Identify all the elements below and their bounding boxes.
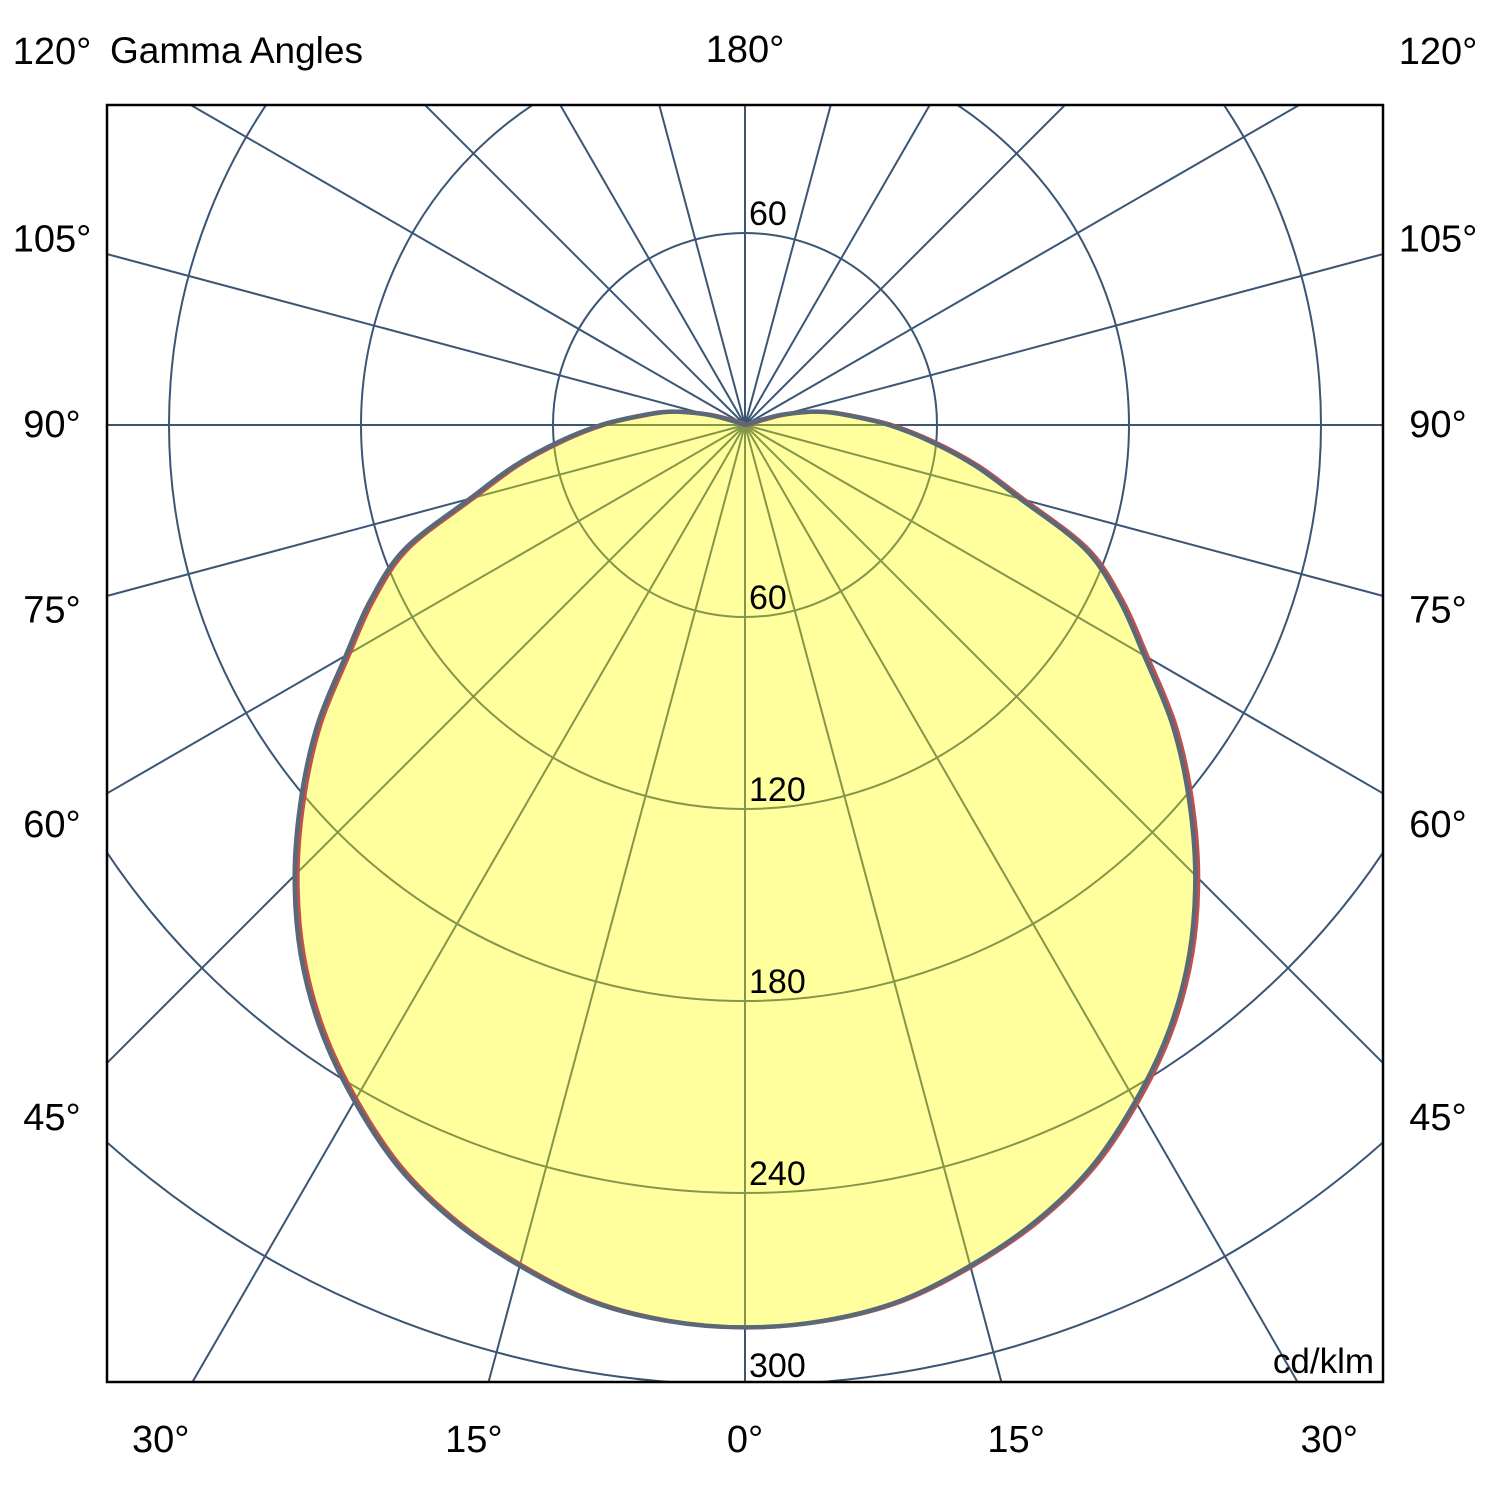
gamma-ray <box>107 424 746 795</box>
radial-tick-label: 60 <box>749 579 787 617</box>
curve-c90-c270 <box>292 409 1198 1330</box>
gamma-ray <box>658 105 746 426</box>
gamma-ray <box>744 105 931 426</box>
gamma-ray <box>107 253 746 426</box>
angle-label-left: 45° <box>23 1097 80 1139</box>
angle-label-left: 60° <box>23 804 80 846</box>
angle-label-bottom: 0° <box>727 1419 763 1461</box>
gamma-ray <box>487 424 746 1382</box>
gamma-ray <box>744 105 832 426</box>
gamma-ray <box>188 105 746 426</box>
radial-tick-labels: 60 60 120 180 240 300 <box>749 195 806 1385</box>
gamma-ray <box>744 105 1302 426</box>
angle-label-left: 90° <box>23 404 80 446</box>
angle-label-left: 105° <box>13 218 92 260</box>
radial-tick-label: 60 <box>749 195 787 233</box>
gamma-ray <box>744 105 1067 426</box>
radial-circle <box>360 105 1130 810</box>
radial-circle <box>552 232 938 618</box>
angle-label-right: 90° <box>1409 404 1466 446</box>
gamma-ray <box>744 424 1299 1382</box>
radial-tick-label: 240 <box>749 1155 806 1193</box>
distribution-curves <box>292 409 1201 1330</box>
angle-label-right: 75° <box>1409 590 1466 632</box>
angle-label-right: 45° <box>1409 1097 1466 1139</box>
angle-label-right: 105° <box>1399 218 1478 260</box>
angle-label-right: 120° <box>1399 31 1478 73</box>
angle-label-bottom: 30° <box>132 1419 189 1461</box>
gamma-ray <box>423 105 746 426</box>
angle-label-left: 75° <box>23 590 80 632</box>
angle-label-right: 60° <box>1409 804 1466 846</box>
gamma-ray <box>191 424 746 1382</box>
gamma-ray <box>744 424 1003 1382</box>
angle-label-bottom: 15° <box>987 1419 1044 1461</box>
distribution-fill <box>294 411 1196 1328</box>
unit-label: cd/klm <box>1273 1342 1374 1381</box>
radial-tick-label: 300 <box>749 1347 806 1385</box>
radial-circle <box>168 105 1322 1002</box>
gamma-ray <box>744 424 1383 1065</box>
gamma-ray <box>107 424 746 1065</box>
gamma-ray <box>744 424 1383 795</box>
chart-title: Gamma Angles <box>110 30 363 71</box>
radial-circle <box>107 850 1383 1194</box>
gamma-ray <box>744 253 1383 426</box>
radial-tick-label: 180 <box>749 963 806 1001</box>
gamma-angle-labels: 45° 45° 60° 60° 75° 75° 90° 90° 105° 105° 120° 120°… <box>13 29 1478 1461</box>
plot-frame <box>105 103 1385 1384</box>
angle-label-bottom: 30° <box>1301 1419 1358 1461</box>
angle-label-top: 180° <box>706 29 785 71</box>
radial-tick-label: 120 <box>749 771 806 809</box>
angle-label-left: 120° <box>13 31 92 73</box>
gamma-ray <box>559 105 746 426</box>
angle-label-bottom: 15° <box>445 1419 502 1461</box>
